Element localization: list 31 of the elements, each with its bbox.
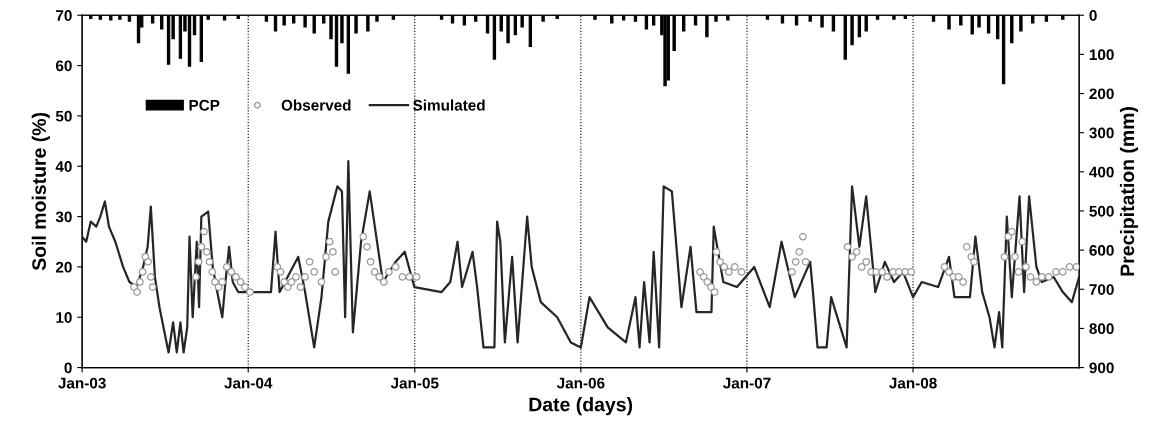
y2-axis-title: Precipitation (mm) bbox=[1119, 107, 1139, 276]
y2-tick-label: 0 bbox=[1089, 10, 1097, 21]
x-tick-label: Jan-05 bbox=[390, 377, 439, 389]
x-axis-title: Date (days) bbox=[529, 397, 633, 416]
line-series bbox=[82, 160, 1080, 354]
x-tick-label: Jan-03 bbox=[58, 377, 106, 389]
y2-tick-label: 100 bbox=[1089, 49, 1114, 61]
y2-tick-label: 300 bbox=[1089, 127, 1114, 139]
x-tick-label: Jan-08 bbox=[889, 377, 937, 389]
x-tick-label: Jan-06 bbox=[556, 377, 605, 389]
y2-tick-label: 200 bbox=[1089, 88, 1114, 100]
y-axis-title: Soil moisture (%) bbox=[31, 112, 50, 271]
y-tick-label: 50 bbox=[55, 110, 72, 122]
y-tick-label: 10 bbox=[56, 312, 72, 323]
y2-tick-label: 600 bbox=[1089, 244, 1114, 256]
y2-tick-label: 500 bbox=[1089, 205, 1114, 217]
legend-label: Observed bbox=[281, 99, 351, 111]
y-tick-label: 40 bbox=[55, 161, 72, 172]
y-tick-label: 0 bbox=[64, 362, 72, 374]
x-tick-label: Jan-04 bbox=[224, 377, 273, 389]
y-tick-label: 70 bbox=[56, 10, 72, 21]
y-tick-label: 30 bbox=[55, 211, 72, 223]
y2-tick-label: 400 bbox=[1089, 166, 1114, 178]
y-tick-label: 60 bbox=[55, 60, 72, 72]
legend-label: Simulated bbox=[413, 99, 485, 111]
y2-tick-label: 900 bbox=[1089, 362, 1114, 374]
y-tick-label: 20 bbox=[55, 261, 72, 273]
y2-tick-label: 700 bbox=[1089, 284, 1114, 295]
x-tick-label: Jan-07 bbox=[722, 377, 771, 389]
y2-tick-label: 800 bbox=[1089, 323, 1114, 335]
legend-label: PCP bbox=[189, 99, 220, 111]
